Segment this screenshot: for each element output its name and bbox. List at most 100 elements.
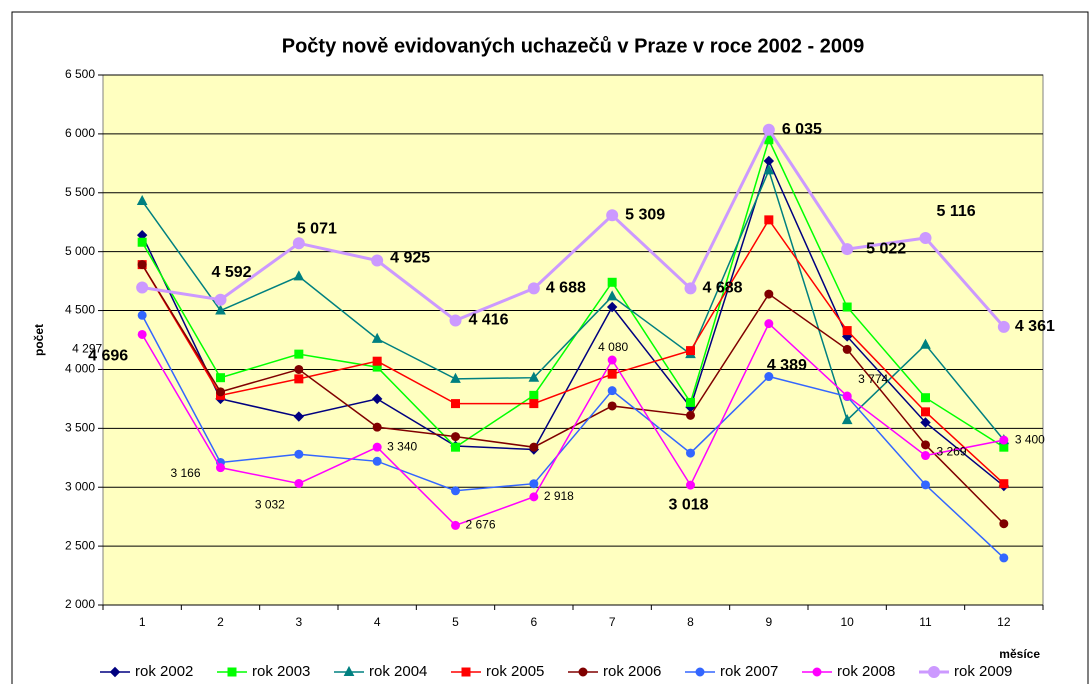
marker [371, 332, 383, 343]
marker [451, 486, 460, 496]
series-line [141, 126, 1005, 328]
y-tick-label: 5 000 [65, 244, 95, 258]
data-label: 5 116 [937, 203, 976, 220]
marker [292, 237, 305, 250]
legend-label: rok 2007 [720, 663, 778, 680]
marker [371, 254, 384, 267]
series-line [141, 137, 1005, 449]
marker [294, 478, 304, 488]
data-label: 4 925 [390, 250, 430, 267]
y-tick-label: 6 000 [65, 126, 95, 140]
marker [842, 391, 852, 401]
legend-item: rok 2002 [100, 663, 193, 680]
marker [449, 314, 462, 327]
y-tick-label: 2 500 [65, 538, 95, 552]
marker [343, 665, 355, 676]
legend-item: rok 2009 [919, 663, 1012, 680]
data-label: 5 309 [625, 206, 665, 223]
marker [372, 356, 382, 366]
marker [451, 432, 460, 442]
marker [461, 667, 471, 677]
marker [578, 667, 588, 677]
marker [529, 399, 539, 409]
marker [137, 310, 147, 320]
y-axis-label: počet [32, 324, 46, 356]
marker [136, 281, 149, 294]
legend-label: rok 2008 [837, 663, 895, 680]
series-line [141, 218, 1005, 485]
marker [919, 232, 932, 245]
marker [686, 410, 695, 420]
marker [842, 302, 852, 312]
marker [451, 442, 460, 452]
x-tick-label: 4 [374, 615, 381, 629]
data-label: 3 166 [171, 466, 201, 480]
legend-item: rok 2006 [568, 663, 661, 680]
marker [686, 480, 695, 490]
marker [294, 364, 304, 374]
series-line [141, 158, 1005, 487]
marker [606, 301, 618, 313]
marker [607, 277, 617, 287]
chart-title: Počty nově evidovaných uchazečů v Praze … [282, 35, 865, 57]
y-tick-label: 6 500 [65, 67, 95, 81]
legend-item: rok 2005 [451, 663, 544, 680]
marker [450, 372, 461, 383]
marker [528, 371, 540, 382]
marker [527, 282, 540, 295]
marker [999, 519, 1009, 529]
x-tick-label: 8 [687, 615, 694, 629]
marker [921, 451, 930, 461]
marker [293, 411, 305, 422]
marker [529, 390, 539, 400]
legend-label: rok 2003 [252, 663, 310, 680]
marker [841, 414, 853, 425]
data-label: 4 361 [1015, 318, 1055, 335]
data-label: 5 071 [297, 221, 337, 238]
marker [920, 417, 931, 428]
legend-item: rok 2008 [802, 663, 895, 680]
data-label: 4 416 [469, 312, 509, 329]
data-label: 4 389 [767, 357, 807, 374]
marker [921, 393, 930, 403]
marker [529, 479, 539, 489]
data-label: 4 696 [88, 348, 128, 365]
marker [215, 304, 226, 315]
data-label: 4 688 [703, 280, 743, 297]
data-label: 3 774 [858, 372, 888, 386]
marker [764, 215, 774, 225]
marker [214, 293, 227, 306]
marker [294, 349, 304, 359]
marker [920, 338, 931, 349]
marker [293, 270, 305, 281]
marker [607, 355, 617, 365]
marker [529, 492, 539, 502]
marker [999, 435, 1009, 445]
marker [686, 397, 695, 407]
data-label: 3 032 [255, 498, 285, 512]
x-tick-label: 12 [997, 615, 1011, 629]
marker [607, 386, 617, 396]
marker [921, 440, 930, 450]
series-line [141, 168, 1005, 441]
data-label: 5 022 [866, 240, 906, 257]
marker [137, 237, 147, 247]
marker [695, 667, 705, 677]
data-label: 3 340 [387, 439, 417, 453]
marker [686, 346, 695, 356]
legend-item: rok 2007 [685, 663, 778, 680]
series-line [141, 314, 1005, 559]
marker [216, 387, 225, 397]
marker [294, 449, 304, 459]
x-tick-label: 3 [295, 615, 302, 629]
data-label: 4 592 [212, 264, 252, 281]
marker [684, 282, 697, 295]
series-line [141, 322, 1004, 527]
legend-label: rok 2009 [954, 663, 1012, 680]
marker [227, 667, 237, 677]
marker [109, 666, 121, 678]
x-tick-label: 11 [919, 615, 932, 629]
marker [216, 373, 225, 383]
marker [606, 209, 619, 222]
